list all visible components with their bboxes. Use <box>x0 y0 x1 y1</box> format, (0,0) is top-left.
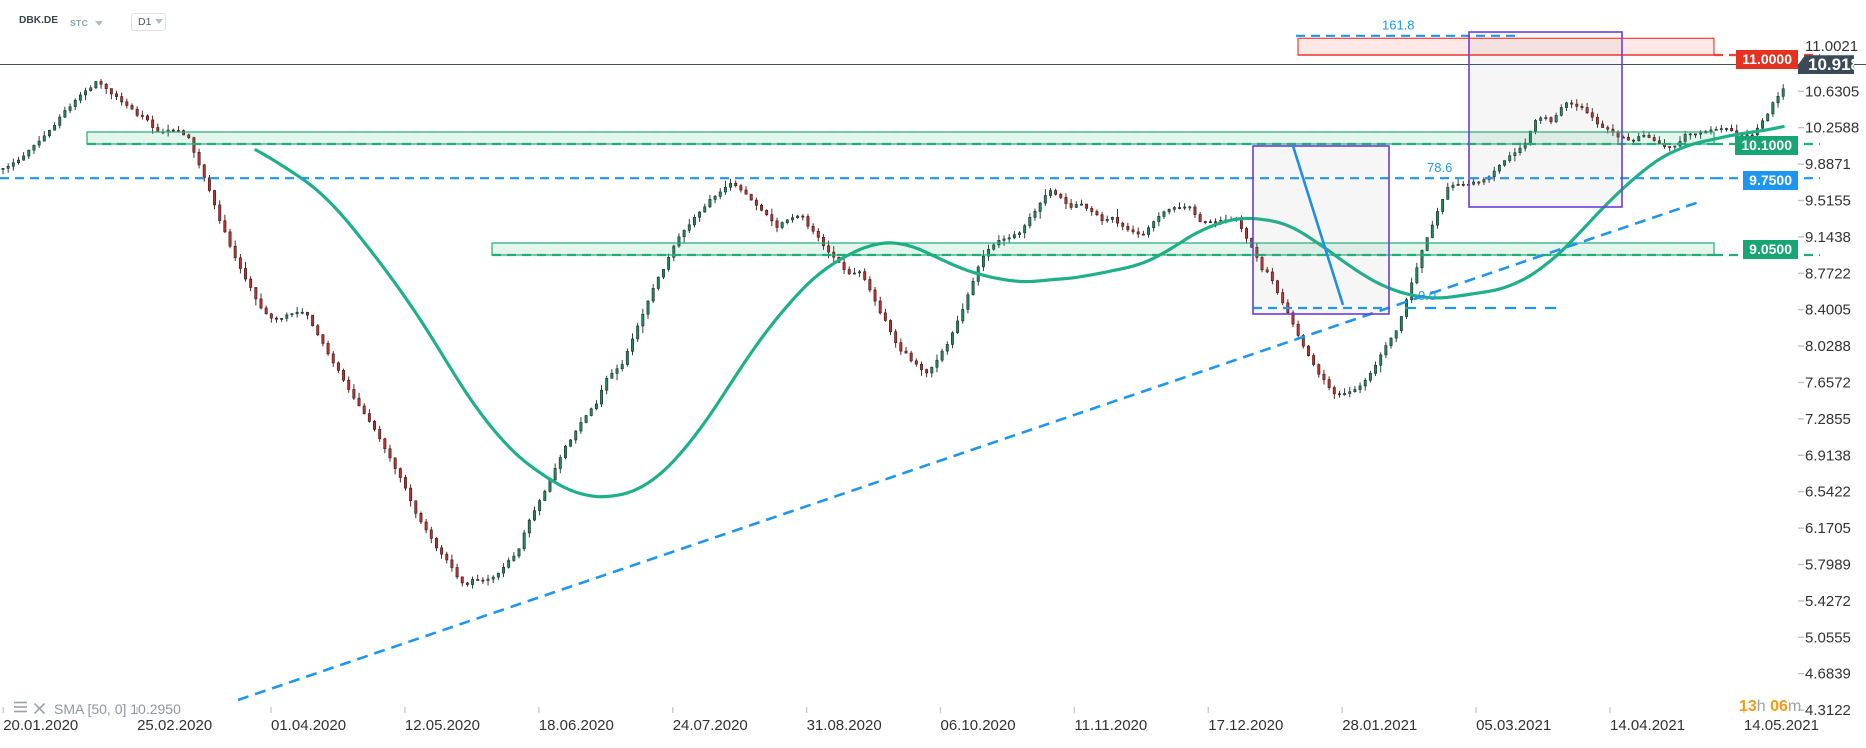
svg-text:12.05.2020: 12.05.2020 <box>405 717 480 734</box>
svg-text:6.9138: 6.9138 <box>1805 447 1851 464</box>
svg-text:8.4005: 8.4005 <box>1805 302 1851 319</box>
svg-text:9.1438: 9.1438 <box>1805 229 1851 246</box>
svg-text:6.1705: 6.1705 <box>1805 520 1851 537</box>
svg-text:17.12.2020: 17.12.2020 <box>1208 717 1283 734</box>
svg-text:8.0288: 8.0288 <box>1805 338 1851 355</box>
svg-text:01.04.2020: 01.04.2020 <box>271 717 346 734</box>
svg-text:10.6305: 10.6305 <box>1805 83 1859 100</box>
svg-text:9.5155: 9.5155 <box>1805 193 1851 210</box>
svg-text:14.04.2021: 14.04.2021 <box>1610 717 1685 734</box>
svg-text:18.06.2020: 18.06.2020 <box>539 717 614 734</box>
svg-text:9.8871: 9.8871 <box>1805 156 1851 173</box>
svg-text:5.0555: 5.0555 <box>1805 629 1851 646</box>
svg-text:6.5422: 6.5422 <box>1805 484 1851 501</box>
svg-text:161.8: 161.8 <box>1382 17 1415 32</box>
svg-text:28.01.2021: 28.01.2021 <box>1342 717 1417 734</box>
svg-text:25.02.2020: 25.02.2020 <box>137 717 212 734</box>
svg-text:06.10.2020: 06.10.2020 <box>941 717 1016 734</box>
svg-text:8.7722: 8.7722 <box>1805 265 1851 282</box>
svg-text:5.7989: 5.7989 <box>1805 557 1851 574</box>
svg-text:31.08.2020: 31.08.2020 <box>807 717 882 734</box>
svg-text:11.11.2020: 11.11.2020 <box>1074 717 1147 734</box>
svg-text:0.0: 0.0 <box>1418 288 1436 303</box>
svg-text:11.0021: 11.0021 <box>1805 38 1858 55</box>
svg-text:4.6839: 4.6839 <box>1805 666 1851 683</box>
svg-text:14.05.2021: 14.05.2021 <box>1744 717 1819 734</box>
svg-text:24.07.2020: 24.07.2020 <box>673 717 748 734</box>
svg-text:78.6: 78.6 <box>1427 160 1452 175</box>
svg-text:7.2855: 7.2855 <box>1805 411 1851 428</box>
svg-text:20.01.2020: 20.01.2020 <box>3 717 78 734</box>
svg-text:05.03.2021: 05.03.2021 <box>1476 717 1551 734</box>
svg-text:7.6572: 7.6572 <box>1805 375 1851 392</box>
svg-text:5.4272: 5.4272 <box>1805 593 1851 610</box>
svg-text:10.2588: 10.2588 <box>1805 120 1859 137</box>
